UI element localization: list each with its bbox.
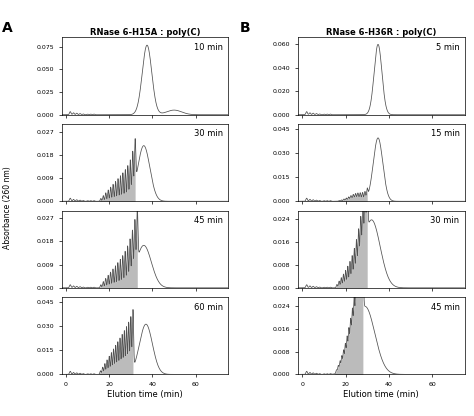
Text: 30 min: 30 min <box>194 129 223 139</box>
Text: 5 min: 5 min <box>436 43 459 52</box>
Text: B: B <box>239 21 250 35</box>
Text: 45 min: 45 min <box>430 302 459 312</box>
X-axis label: Elution time (min): Elution time (min) <box>343 390 419 399</box>
X-axis label: Elution time (min): Elution time (min) <box>107 390 183 399</box>
Text: 30 min: 30 min <box>430 216 459 225</box>
Text: 60 min: 60 min <box>194 302 223 312</box>
Text: A: A <box>2 21 13 35</box>
Title: RNase 6-H36R : poly(C): RNase 6-H36R : poly(C) <box>326 27 437 37</box>
Title: RNase 6-H15A : poly(C): RNase 6-H15A : poly(C) <box>90 27 200 37</box>
Text: Absorbance (260 nm): Absorbance (260 nm) <box>3 167 11 249</box>
Text: 45 min: 45 min <box>194 216 223 225</box>
Text: 15 min: 15 min <box>430 129 459 139</box>
Text: 10 min: 10 min <box>194 43 223 52</box>
